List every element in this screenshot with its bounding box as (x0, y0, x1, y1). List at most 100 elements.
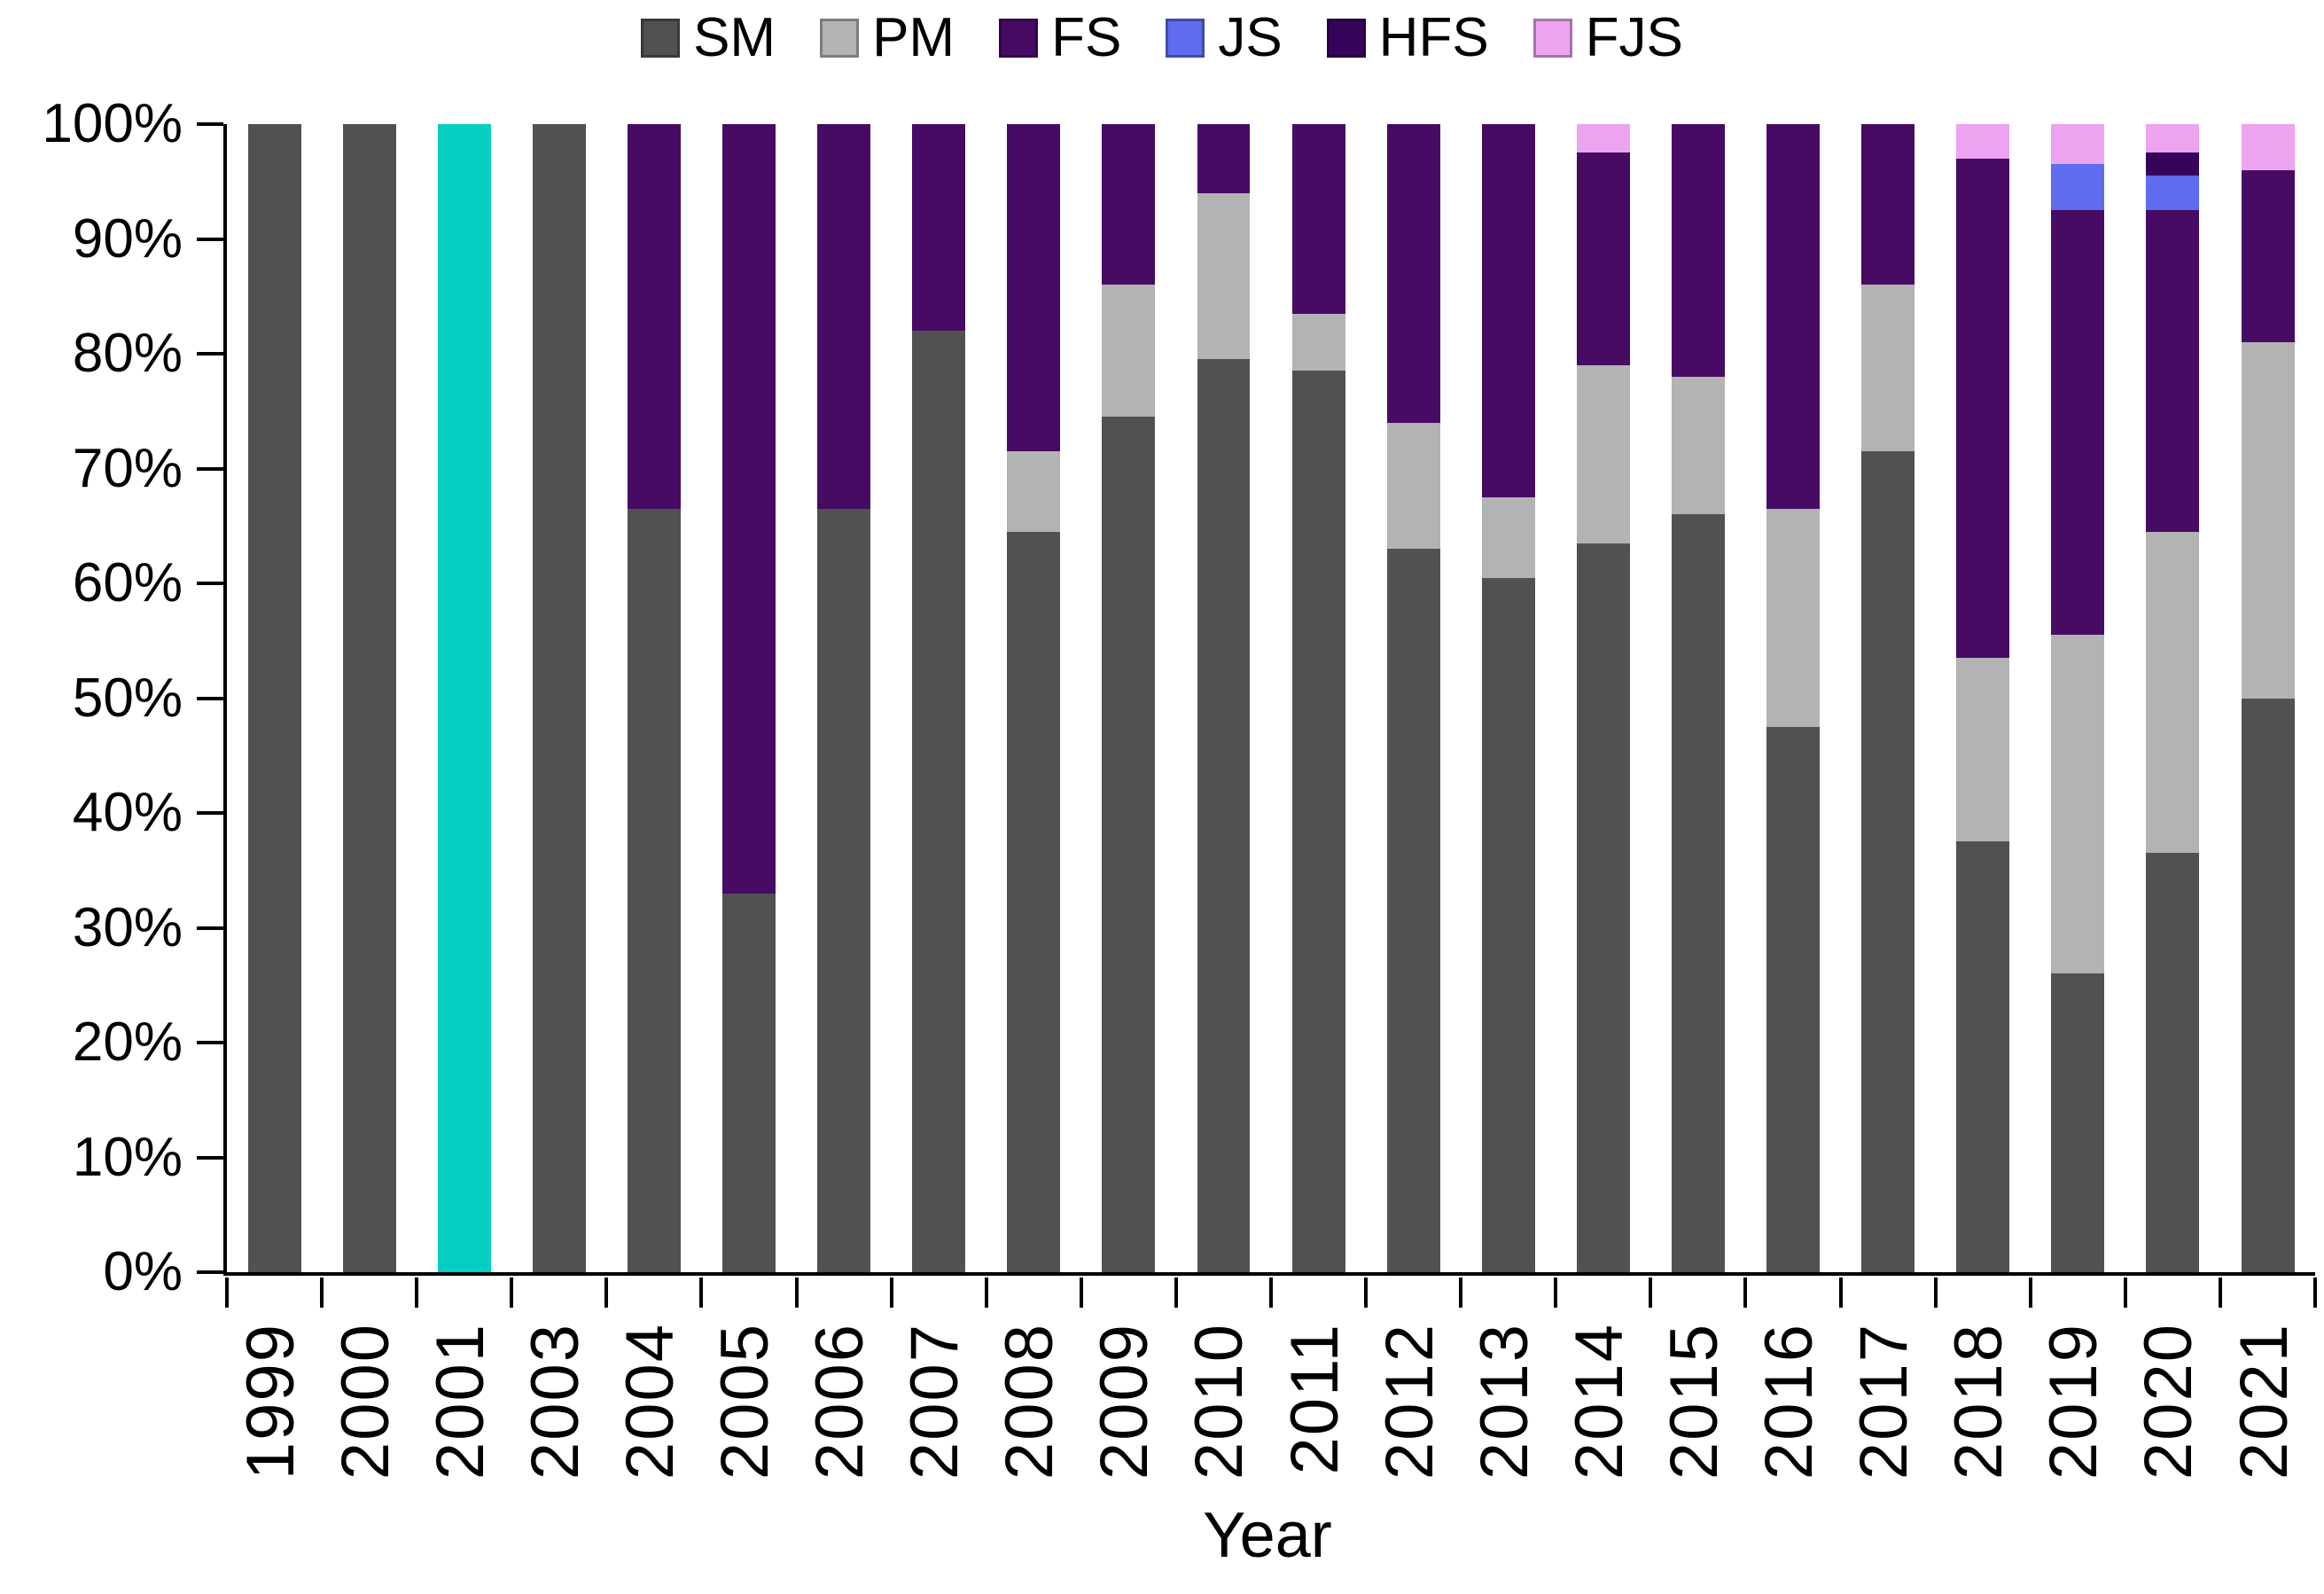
bar-slot-2013 (1461, 124, 1556, 1272)
bar-2019 (2051, 124, 2105, 1272)
bar-segment-2020-SM (2146, 853, 2200, 1272)
bar-slot-2000 (322, 124, 417, 1272)
bar-slot-2006 (797, 124, 892, 1272)
y-tick-label-60: 60% (72, 552, 183, 613)
bar-2009 (1102, 124, 1156, 1272)
bar-2008 (1007, 124, 1061, 1272)
y-tick-label-50: 50% (72, 667, 183, 729)
bar-2000 (342, 124, 396, 1272)
y-tick-mark-60 (197, 582, 223, 585)
year-label-2017: 2017 (1846, 1323, 1922, 1481)
y-tick-mark-80 (197, 352, 223, 356)
bar-2020 (2146, 124, 2200, 1272)
year-label-cell-2005: 2005 (698, 1323, 792, 1480)
legend-label-HFS: HFS (1378, 7, 1489, 68)
year-label-cell-2008: 2008 (983, 1323, 1078, 1480)
y-tick-label-0: 0% (103, 1241, 183, 1302)
y-tick-label-30: 30% (72, 896, 183, 958)
bar-2004 (627, 124, 681, 1272)
y-tick-mark-10 (197, 1155, 223, 1160)
year-label-cell-2013: 2013 (1457, 1323, 1552, 1480)
legend-swatch-icon-HFS (1326, 19, 1366, 58)
year-label-2003: 2003 (517, 1323, 593, 1481)
bar-slot-2021 (2220, 124, 2315, 1272)
y-tick-label-80: 80% (72, 323, 183, 384)
year-label-cell-2014: 2014 (1552, 1323, 1647, 1480)
legend-label-JS: JS (1218, 7, 1283, 68)
y-tick-mark-30 (197, 926, 223, 930)
bar-segment-2018-FJS (1956, 124, 2010, 159)
legend-item-FS: FS (999, 11, 1121, 66)
year-label-2013: 2013 (1466, 1323, 1542, 1481)
bar-slot-2001 (417, 124, 511, 1272)
bar-slot-2009 (1081, 124, 1176, 1272)
bar-2016 (1766, 124, 1821, 1272)
year-label-cell-2010: 2010 (1173, 1323, 1267, 1480)
x-tick-mark (1743, 1278, 1748, 1308)
bar-slot-1999 (227, 124, 322, 1272)
year-label-cell-2006: 2006 (793, 1323, 888, 1480)
bar-segment-1999-SM (247, 124, 301, 1272)
bar-segment-2016-SM (1766, 726, 1821, 1272)
bar-segment-2019-FS (2051, 210, 2105, 636)
x-tick-mark (1459, 1278, 1463, 1308)
bar-2001 (437, 124, 491, 1272)
x-axis-title: Year (1203, 1500, 1332, 1571)
chart-legend: SM PM FS JS HFS FJS (0, 11, 2324, 66)
bar-segment-2020-FJS (2146, 124, 2200, 153)
bar-segment-2003-SM (532, 124, 586, 1272)
x-tick-mark (604, 1278, 609, 1308)
bar-segment-2014-PM (1576, 364, 1630, 543)
year-label-cell-2016: 2016 (1743, 1323, 1837, 1480)
bar-segment-2017-FS (1861, 124, 1915, 285)
y-tick-label-90: 90% (72, 207, 183, 270)
year-label-2009: 2009 (1087, 1323, 1163, 1481)
bar-segment-2014-FJS (1576, 124, 1630, 153)
year-label-cell-1999: 1999 (223, 1323, 318, 1480)
bar-segment-2008-SM (1007, 531, 1061, 1272)
bar-slot-2004 (606, 124, 701, 1272)
legend-item-PM: PM (820, 11, 955, 66)
year-label-cell-2000: 2000 (318, 1323, 413, 1480)
bar-segment-2013-FS (1481, 124, 1535, 497)
x-tick-mark (699, 1278, 704, 1308)
bar-segment-2001-SM (437, 124, 491, 1272)
year-label-cell-2015: 2015 (1647, 1323, 1742, 1480)
bar-slot-2017 (1841, 124, 1936, 1272)
bar-slot-2015 (1650, 124, 1745, 1272)
year-label-cell-2003: 2003 (508, 1323, 603, 1480)
year-label-cell-2009: 2009 (1078, 1323, 1173, 1480)
bar-segment-2010-SM (1197, 359, 1251, 1272)
bar-1999 (247, 124, 301, 1272)
x-tick-mark (1269, 1278, 1273, 1308)
legend-label-SM: SM (693, 7, 776, 68)
legend-swatch-icon-JS (1166, 19, 1205, 58)
year-label-2006: 2006 (802, 1323, 878, 1481)
bar-segment-2014-FS (1576, 152, 1630, 365)
bar-segment-2005-FS (722, 124, 776, 894)
bar-segment-2020-JS (2146, 176, 2200, 211)
legend-item-SM: SM (641, 11, 776, 66)
bar-segment-2005-SM (722, 893, 776, 1272)
year-label-2010: 2010 (1181, 1323, 1258, 1481)
legend-label-FJS: FJS (1585, 7, 1683, 68)
bar-slot-2011 (1271, 124, 1366, 1272)
year-label-2014: 2014 (1561, 1323, 1637, 1481)
bar-segment-2021-FJS (2241, 124, 2295, 170)
bar-2015 (1671, 124, 1725, 1272)
y-tick-mark-100 (197, 122, 223, 126)
bar-segment-2004-SM (627, 508, 681, 1272)
bar-segment-2011-FS (1291, 124, 1345, 314)
bar-segment-2019-FJS (2051, 124, 2105, 165)
x-tick-mark (1554, 1278, 1558, 1308)
bar-slot-2007 (892, 124, 987, 1272)
bar-segment-2015-PM (1671, 376, 1725, 515)
bar-segment-2019-JS (2051, 164, 2105, 211)
bar-segment-2015-SM (1671, 514, 1725, 1272)
legend-label-PM: PM (872, 7, 955, 68)
bar-slot-2014 (1556, 124, 1650, 1272)
bar-segment-2012-SM (1386, 549, 1440, 1272)
year-label-2008: 2008 (992, 1323, 1068, 1481)
bar-slot-2019 (2031, 124, 2125, 1272)
